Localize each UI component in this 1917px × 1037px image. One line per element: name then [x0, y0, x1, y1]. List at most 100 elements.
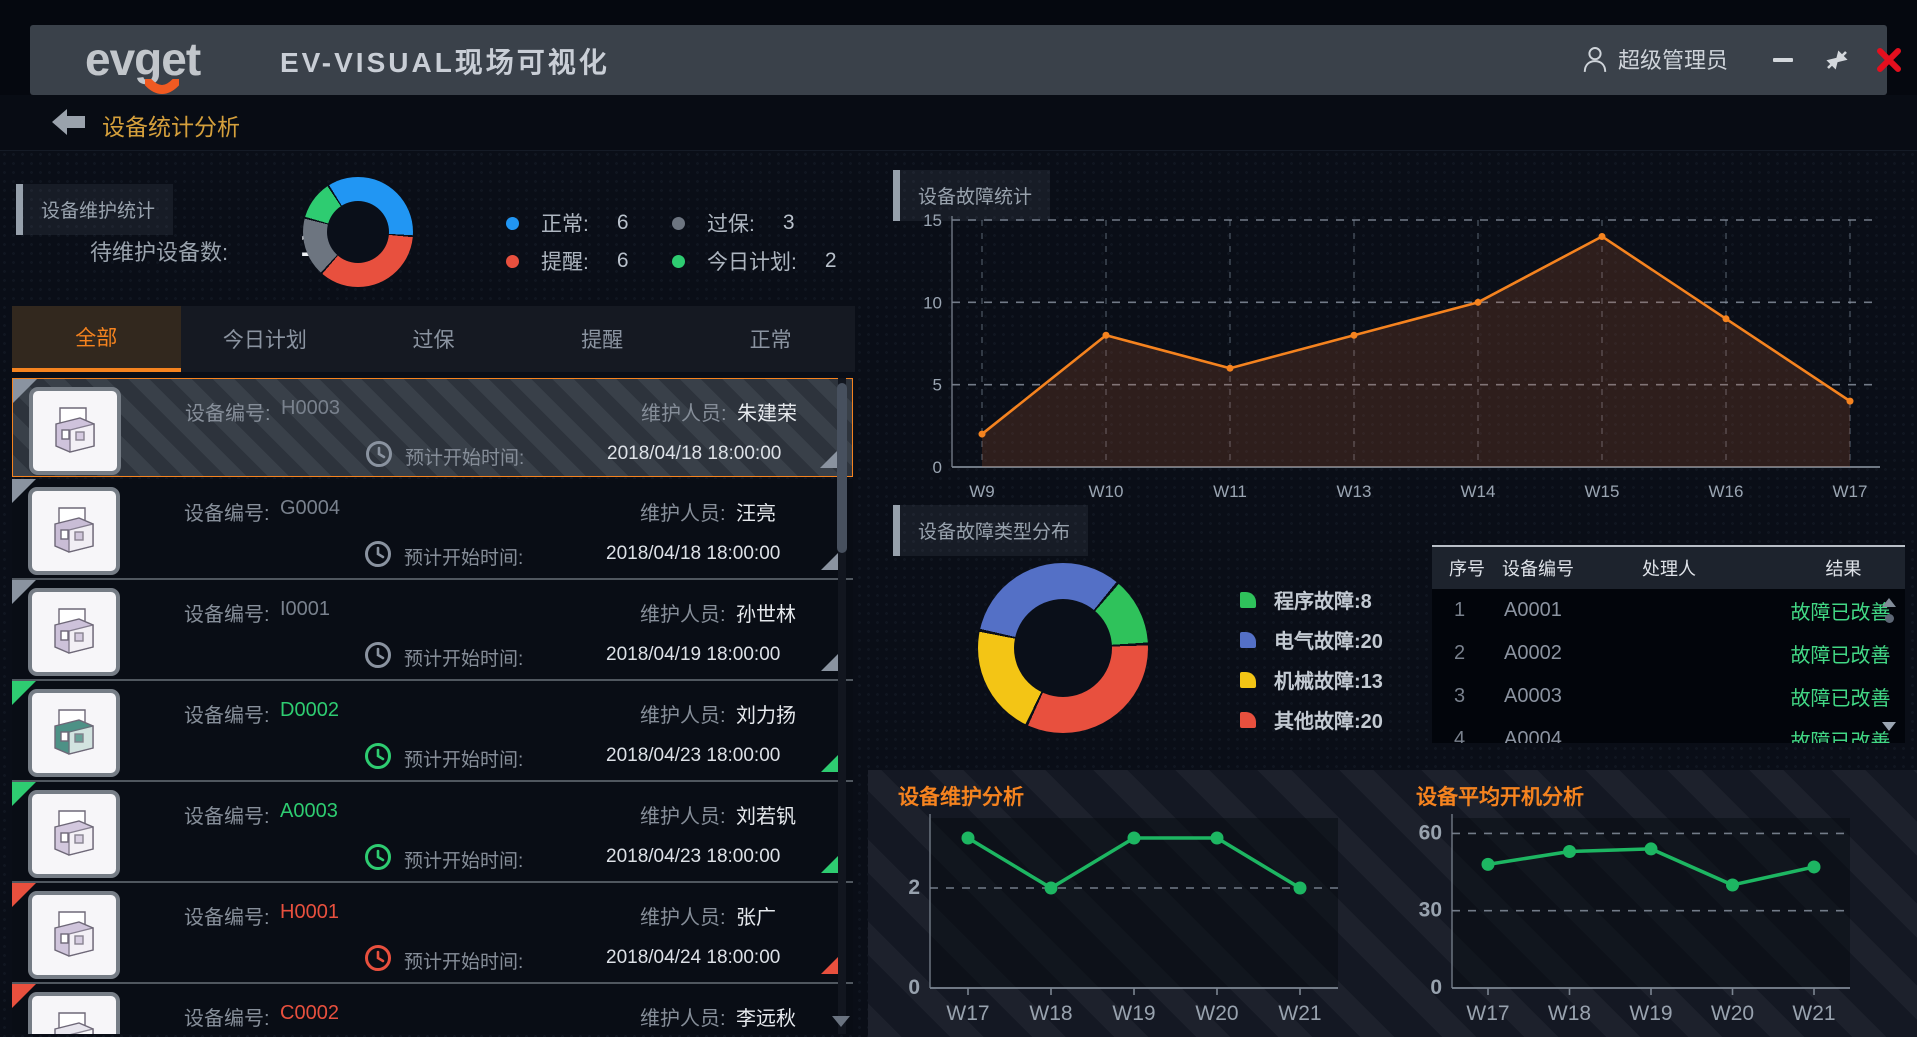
minimize-button[interactable] [1766, 45, 1800, 75]
donut-hole [327, 201, 389, 263]
device-list-item[interactable]: 设备编号: G0004 维护人员: 汪亮 预计开始时间: 2018/04/18 … [12, 479, 853, 580]
table-scrollbar-thumb[interactable] [1885, 614, 1894, 623]
svg-text:W18: W18 [1548, 1002, 1591, 1025]
device-list-item[interactable]: 设备编号: H0001 维护人员: 张广 预计开始时间: 2018/04/24 … [12, 883, 853, 984]
table-row[interactable]: 4 A0004 故障已改善 [1432, 718, 1905, 743]
maint-analysis-title: 设备维护分析 [898, 786, 1024, 809]
device-id-value: A0003 [280, 800, 338, 822]
table-scroll-up-arrow[interactable] [1882, 598, 1896, 607]
breadcrumb-bar: 设备统计分析 [0, 95, 1917, 151]
svg-text:W19: W19 [1112, 1002, 1155, 1025]
device-thumbnail [28, 588, 120, 676]
person-value: 汪亮 [736, 503, 776, 525]
svg-text:W20: W20 [1711, 1002, 1754, 1025]
svg-text:W20: W20 [1195, 1002, 1238, 1025]
fault-types-legend-item[interactable]: 机械故障:13 [1240, 665, 1383, 694]
cell-no: 3 [1454, 685, 1466, 707]
device-thumbnail [28, 891, 120, 979]
table-row[interactable]: 2 A0002 故障已改善 [1432, 632, 1905, 675]
device-list-item[interactable]: 设备编号: D0002 维护人员: 刘力扬 预计开始时间: 2018/04/23… [12, 681, 853, 782]
legend-dot-icon [506, 254, 519, 268]
table-row[interactable]: 1 A0001 故障已改善 [1432, 589, 1905, 632]
start-time-label: 预计开始时间: [404, 750, 524, 771]
device-thumbnail [28, 689, 120, 777]
restore-button[interactable] [1820, 45, 1854, 75]
legend-label: 机械故障:13 [1274, 671, 1383, 693]
device-id-label: 设备编号: [184, 806, 270, 828]
device-id-value: H0001 [280, 901, 339, 923]
restore-icon [1826, 50, 1848, 70]
maintenance-legend-item[interactable]: 过保: 3 [672, 208, 795, 238]
maintenance-donut-chart [303, 177, 413, 287]
cell-result: 故障已改善 [1790, 645, 1891, 667]
svg-text:W10: W10 [1089, 482, 1124, 501]
legend-dot-icon [672, 216, 685, 230]
close-icon [1877, 48, 1901, 72]
tab-正常[interactable]: 正常 [749, 329, 792, 352]
device-list-item[interactable]: 设备编号: I0001 维护人员: 孙世林 预计开始时间: 2018/04/19… [12, 580, 853, 681]
tab-今日计划[interactable]: 今日计划 [222, 329, 307, 352]
list-scroll-down-arrow[interactable] [832, 1016, 850, 1027]
svg-text:W17: W17 [1833, 482, 1868, 501]
device-id-label: 设备编号: [184, 503, 270, 525]
list-scrollbar-track[interactable] [838, 378, 846, 1034]
table-header-row: 序号 设备编号 处理人 结果 [1432, 547, 1905, 589]
svg-text:W13: W13 [1337, 482, 1372, 501]
legend-label: 过保: [707, 213, 755, 236]
back-button[interactable] [52, 109, 86, 135]
legend-label: 正常: [541, 213, 589, 236]
close-button[interactable] [1872, 45, 1906, 75]
maintenance-legend-item[interactable]: 正常: 6 [506, 208, 629, 238]
machine-thumbnail-image [54, 1012, 94, 1034]
list-scrollbar-thumb[interactable] [837, 383, 847, 553]
user-menu[interactable]: 超级管理员 [1582, 43, 1728, 75]
legend-mark-icon [1240, 671, 1256, 688]
person-label: 维护人员: [640, 806, 726, 828]
start-time-value: 2018/04/23 18:00:00 [606, 745, 781, 766]
device-list-item[interactable]: 设备编号: A0003 维护人员: 刘若钒 预计开始时间: 2018/04/23… [12, 782, 853, 883]
bottom-charts-band [868, 770, 1917, 1037]
cell-device-id: A0002 [1504, 642, 1562, 664]
tab-提醒[interactable]: 提醒 [581, 329, 624, 352]
device-list-item[interactable]: 设备编号: H0003 维护人员: 朱建荣 预计开始时间: 2018/04/18… [12, 378, 853, 477]
status-corner-marker [821, 548, 843, 570]
table-scroll-down-arrow[interactable] [1882, 722, 1896, 731]
device-id-value: C0002 [280, 1002, 339, 1024]
device-thumbnail [29, 387, 121, 475]
device-id-label: 设备编号: [184, 604, 270, 626]
svg-text:W14: W14 [1461, 482, 1496, 501]
device-id-value: D0002 [280, 699, 339, 721]
page-title: 设备统计分析 [102, 114, 240, 140]
status-corner-marker [821, 649, 843, 671]
cell-no: 1 [1454, 599, 1466, 621]
svg-text:30: 30 [1419, 899, 1442, 922]
svg-text:W15: W15 [1585, 482, 1620, 501]
legend-mark-icon [1240, 711, 1256, 728]
fault-types-legend-item[interactable]: 程序故障:8 [1240, 585, 1372, 614]
table-header-cell: 序号 [1449, 559, 1485, 579]
tab-过保[interactable]: 过保 [412, 329, 455, 352]
maintenance-legend-item[interactable]: 今日计划: 2 [672, 246, 837, 276]
machine-thumbnail-image [54, 911, 94, 957]
device-list-item[interactable]: 设备编号: C0002 维护人员: 李远秋 预计开始时间: [12, 984, 853, 1034]
startup-analysis-line-chart: 0 30 60 W17 W18 W19 W20 W21 [1419, 814, 1850, 1025]
table-row[interactable]: 3 A0003 故障已改善 [1432, 675, 1905, 718]
person-value: 刘力扬 [736, 705, 796, 727]
fault-types-legend-item[interactable]: 其他故障:20 [1240, 705, 1383, 734]
status-corner-marker [821, 750, 843, 772]
tab-全部[interactable]: 全部 [12, 306, 181, 372]
svg-text:W19: W19 [1629, 1002, 1672, 1025]
cell-no: 2 [1454, 642, 1466, 664]
legend-label: 提醒: [541, 251, 589, 274]
legend-label: 程序故障:8 [1274, 591, 1372, 613]
legend-value: 2 [824, 249, 837, 272]
logo-text: evget [85, 33, 201, 85]
device-id-label: 设备编号: [184, 705, 270, 727]
donut-hole [1014, 599, 1112, 697]
cell-device-id: A0001 [1504, 599, 1562, 621]
cell-result: 故障已改善 [1790, 602, 1891, 624]
svg-text:2: 2 [908, 876, 920, 899]
fault-types-legend-item[interactable]: 电气故障:20 [1240, 625, 1383, 654]
maintenance-legend-item[interactable]: 提醒: 6 [506, 246, 629, 276]
startup-analysis-title: 设备平均开机分析 [1416, 786, 1584, 809]
